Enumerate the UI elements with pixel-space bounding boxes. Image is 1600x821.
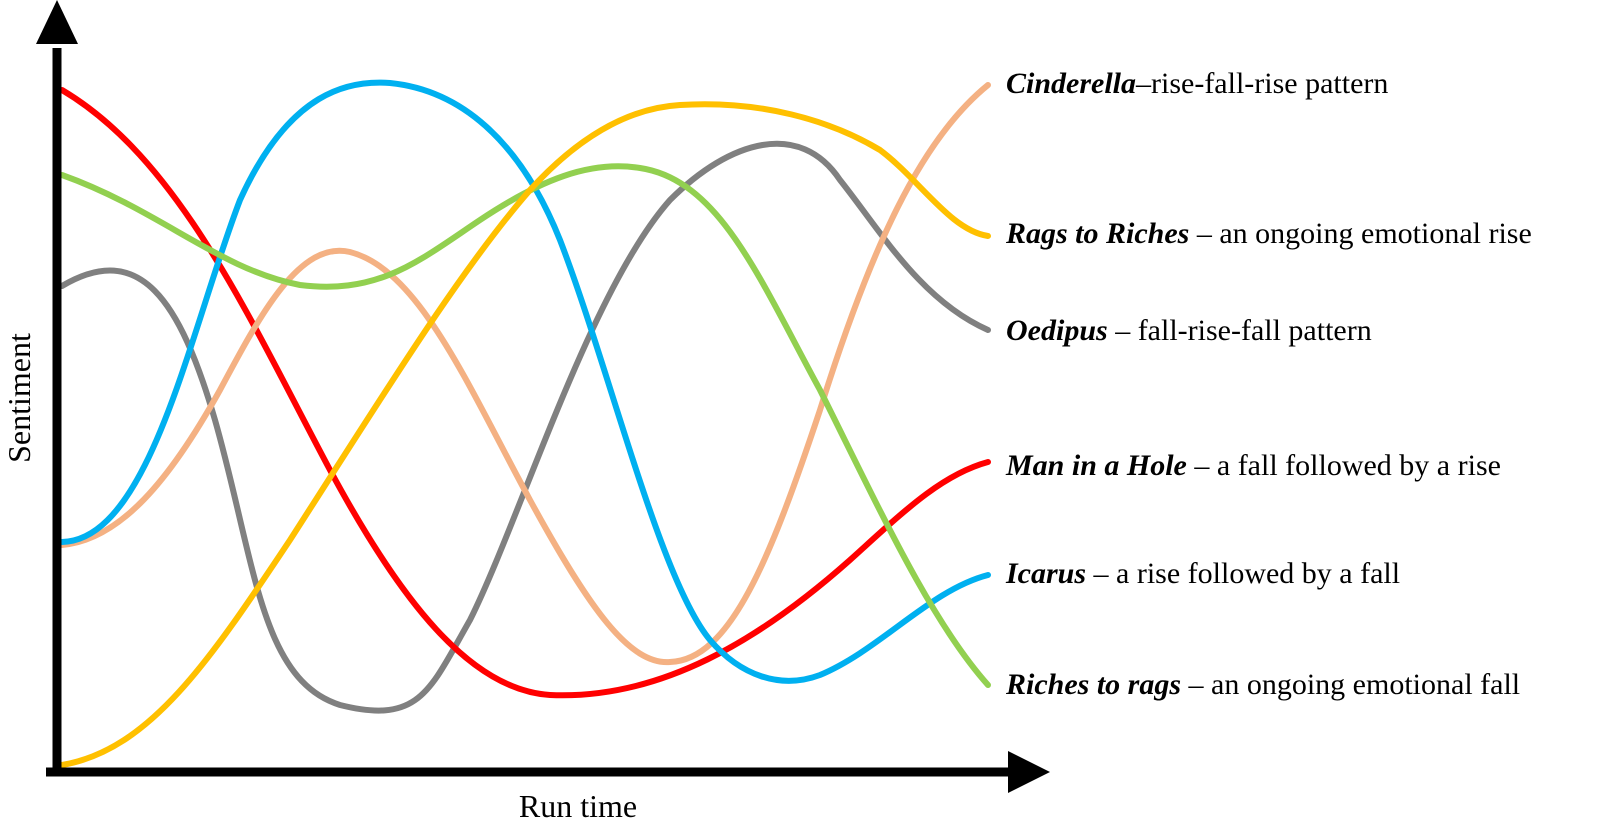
curves bbox=[59, 79, 991, 768]
legend-desc-man-in-a-hole: – a fall followed by a rise bbox=[1187, 449, 1501, 482]
curve-cinderella bbox=[59, 82, 991, 666]
legend-item-riches-to-rags: Riches to rags – an ongoing emotional fa… bbox=[1005, 668, 1520, 701]
y-axis-label: Sentiment bbox=[1, 333, 37, 463]
curve-rags-to-riches bbox=[59, 101, 991, 768]
curve-oedipus bbox=[59, 140, 991, 714]
curve-man-in-a-hole bbox=[59, 87, 991, 699]
legend-item-rags-to-riches: Rags to Riches – an ongoing emotional ri… bbox=[1005, 217, 1532, 250]
axes: Run time Sentiment bbox=[1, 0, 1050, 821]
legend-name-man-in-a-hole: Man in a Hole bbox=[1005, 449, 1187, 482]
legend: Cinderella–rise-fall-rise pattern Rags t… bbox=[1005, 67, 1532, 701]
legend-name-riches-to-rags: Riches to rags bbox=[1005, 668, 1181, 701]
x-axis-arrowhead bbox=[1008, 751, 1050, 793]
legend-item-cinderella: Cinderella–rise-fall-rise pattern bbox=[1006, 67, 1388, 100]
curve-riches-to-rags bbox=[59, 163, 991, 688]
curve-icarus bbox=[59, 79, 991, 684]
legend-desc-riches-to-rags: – an ongoing emotional fall bbox=[1181, 668, 1520, 701]
legend-desc-rags-to-riches: – an ongoing emotional rise bbox=[1189, 217, 1531, 250]
legend-desc-icarus: – a rise followed by a fall bbox=[1086, 557, 1400, 590]
legend-name-icarus: Icarus bbox=[1005, 557, 1086, 590]
legend-item-oedipus: Oedipus – fall-rise-fall pattern bbox=[1006, 314, 1372, 347]
legend-desc-cinderella: –rise-fall-rise pattern bbox=[1135, 67, 1388, 100]
x-axis-label: Run time bbox=[519, 788, 637, 821]
y-axis-arrowhead bbox=[36, 0, 78, 44]
legend-item-icarus: Icarus – a rise followed by a fall bbox=[1005, 557, 1400, 590]
legend-name-cinderella: Cinderella bbox=[1006, 67, 1136, 100]
legend-desc-oedipus: – fall-rise-fall pattern bbox=[1108, 314, 1372, 347]
legend-name-oedipus: Oedipus bbox=[1006, 314, 1108, 347]
legend-name-rags-to-riches: Rags to Riches bbox=[1005, 217, 1189, 250]
legend-item-man-in-a-hole: Man in a Hole – a fall followed by a ris… bbox=[1005, 449, 1501, 482]
